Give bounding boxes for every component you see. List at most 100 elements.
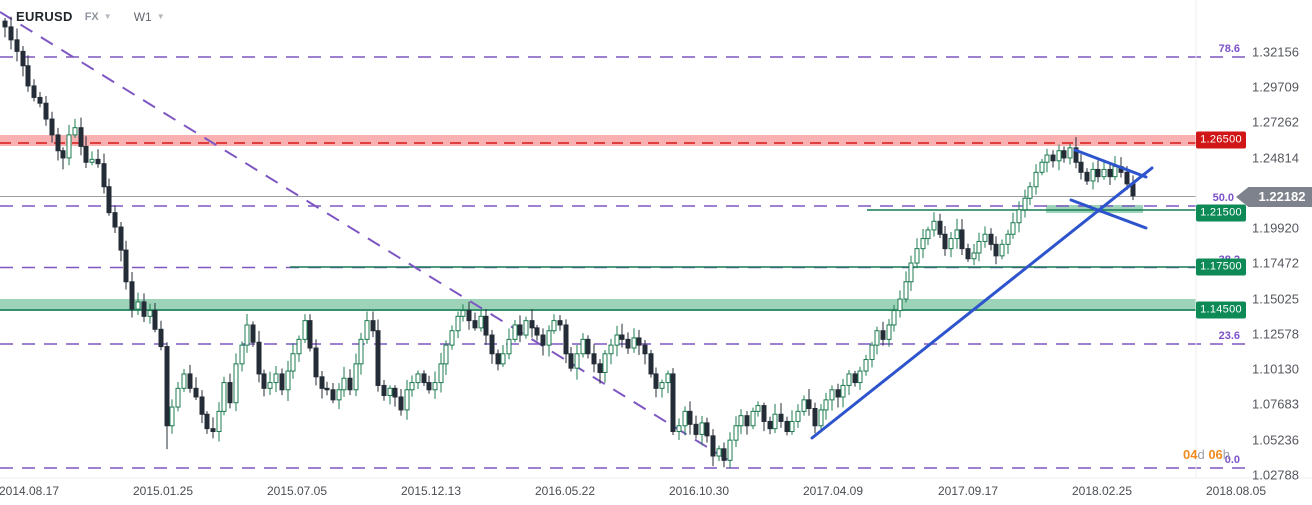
candle-up	[1067, 147, 1073, 159]
candle-up	[948, 238, 954, 250]
candle-up	[665, 373, 671, 384]
candle-up	[302, 320, 308, 340]
candle-up	[181, 373, 187, 389]
candle-up	[546, 330, 552, 346]
candle-down	[250, 324, 256, 343]
downtrend-minor-upper[interactable]	[1073, 148, 1148, 179]
candle-up	[221, 382, 227, 412]
candle-up	[353, 363, 359, 391]
candle-down	[557, 320, 563, 326]
candle-down	[60, 150, 66, 159]
candle-up	[358, 338, 364, 365]
demand-zone-1.14500[interactable]	[0, 299, 1196, 311]
candle-up	[1005, 233, 1011, 245]
candle-down	[421, 373, 427, 384]
candle-up	[869, 344, 875, 361]
candle-up	[285, 370, 291, 391]
supply-zone-1.26500[interactable]	[0, 135, 1196, 146]
candle-up	[857, 370, 863, 384]
countdown-days-unit: d	[1197, 447, 1205, 462]
candle-down	[43, 102, 49, 120]
candle-up	[1033, 171, 1039, 188]
candle-down	[83, 145, 89, 163]
candle-up	[147, 310, 153, 317]
candle-up	[1112, 166, 1118, 178]
candle-down	[256, 341, 262, 375]
candle-series	[2, 16, 1136, 469]
candle-down	[784, 420, 790, 433]
candle-up	[897, 298, 903, 312]
candle-down	[710, 435, 716, 457]
candle-down	[164, 346, 170, 427]
candle-down	[625, 338, 631, 349]
candle-down	[670, 373, 676, 433]
candle-up	[233, 363, 239, 404]
candle-down	[761, 405, 767, 422]
downtrend-major[interactable]	[0, 11, 734, 464]
price-axis-label: 1.24814	[1252, 150, 1299, 166]
candle-up	[925, 229, 931, 240]
candle-up	[72, 127, 78, 136]
candle-down	[1084, 171, 1090, 182]
candle-down	[158, 328, 164, 348]
level-tag-1.21500[interactable]: 1.21500	[1196, 204, 1246, 222]
candle-up	[244, 324, 250, 346]
downtrend-minor-lower[interactable]	[1069, 198, 1148, 230]
level-tag-1.26500[interactable]: 1.26500	[1196, 131, 1246, 149]
candle-down	[704, 422, 710, 437]
candle-down	[563, 324, 569, 355]
candle-up	[89, 158, 95, 163]
candle-up	[341, 377, 347, 391]
uptrend-major[interactable]	[810, 166, 1154, 440]
candle-down	[101, 163, 107, 188]
price-axis-label: 1.12578	[1252, 326, 1299, 342]
candle-up	[267, 382, 273, 389]
symbol-header: EURUSD FX ▼ W1 ▼	[16, 9, 165, 24]
level-tag-1.17500[interactable]: 1.17500	[1196, 258, 1246, 276]
candle-up	[976, 240, 982, 254]
candle-down	[1078, 161, 1084, 173]
candle-up	[846, 373, 852, 386]
candle-down	[152, 310, 158, 330]
date-axis-label: 2016.10.30	[668, 484, 730, 498]
candle-down	[693, 423, 699, 435]
candle-up	[908, 262, 914, 283]
candle-down	[31, 85, 37, 98]
candle-down	[517, 324, 523, 336]
countdown-days: 04	[1183, 447, 1198, 462]
candle-up	[631, 337, 637, 349]
candle-up	[801, 399, 807, 412]
candle-up	[512, 324, 518, 340]
candle-down	[319, 376, 325, 389]
market-label[interactable]: FX	[84, 10, 99, 23]
price-axis-label: 1.05236	[1252, 432, 1299, 448]
date-axis-label: 2015.07.05	[266, 484, 328, 498]
candle-up	[602, 353, 608, 373]
candle-up	[273, 373, 279, 384]
price-axis-label: 1.29709	[1252, 79, 1299, 95]
candle-up	[1039, 161, 1045, 173]
candle-up	[506, 338, 512, 355]
timeframe-label[interactable]: W1	[133, 9, 152, 24]
timeframe-dropdown-caret[interactable]: ▼	[156, 12, 165, 21]
price-axis-label: 1.32156	[1252, 44, 1299, 60]
candle-up	[409, 382, 415, 391]
candle-down	[534, 327, 540, 336]
candle-down	[2, 20, 8, 28]
market-dropdown-caret[interactable]: ▼	[103, 12, 112, 21]
candle-up	[789, 420, 795, 433]
level-tag-1.14500[interactable]: 1.14500	[1196, 301, 1246, 319]
candle-down	[568, 353, 574, 369]
candle-down	[398, 396, 404, 411]
candle-down	[324, 387, 330, 391]
candle-down	[392, 387, 398, 398]
countdown-hours: 06	[1208, 447, 1223, 462]
candle-up	[1044, 154, 1050, 163]
candle-up	[135, 301, 141, 310]
candle-down	[375, 330, 381, 386]
candle-down	[347, 377, 353, 391]
candle-down	[988, 233, 994, 245]
current-price-tag: 1.22182	[1236, 187, 1312, 207]
candle-up	[574, 353, 580, 369]
